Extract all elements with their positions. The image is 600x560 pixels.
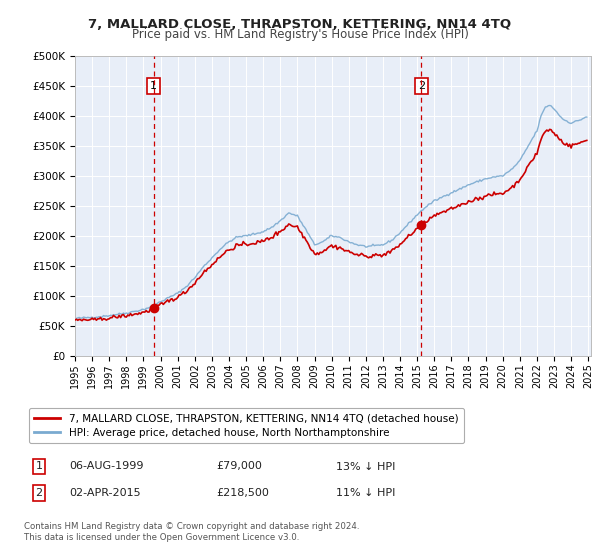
Text: £218,500: £218,500 — [216, 488, 269, 498]
Text: 1: 1 — [35, 461, 43, 472]
Text: £79,000: £79,000 — [216, 461, 262, 472]
Text: 06-AUG-1999: 06-AUG-1999 — [69, 461, 143, 472]
Text: This data is licensed under the Open Government Licence v3.0.: This data is licensed under the Open Gov… — [24, 533, 299, 542]
Text: 13% ↓ HPI: 13% ↓ HPI — [336, 461, 395, 472]
Text: Contains HM Land Registry data © Crown copyright and database right 2024.: Contains HM Land Registry data © Crown c… — [24, 522, 359, 531]
Text: 11% ↓ HPI: 11% ↓ HPI — [336, 488, 395, 498]
Legend: 7, MALLARD CLOSE, THRAPSTON, KETTERING, NN14 4TQ (detached house), HPI: Average : 7, MALLARD CLOSE, THRAPSTON, KETTERING, … — [29, 408, 464, 443]
Text: 7, MALLARD CLOSE, THRAPSTON, KETTERING, NN14 4TQ: 7, MALLARD CLOSE, THRAPSTON, KETTERING, … — [88, 18, 512, 31]
Text: 1: 1 — [150, 81, 157, 91]
Text: 02-APR-2015: 02-APR-2015 — [69, 488, 140, 498]
Text: 2: 2 — [35, 488, 43, 498]
Text: 2: 2 — [418, 81, 425, 91]
Text: Price paid vs. HM Land Registry's House Price Index (HPI): Price paid vs. HM Land Registry's House … — [131, 28, 469, 41]
